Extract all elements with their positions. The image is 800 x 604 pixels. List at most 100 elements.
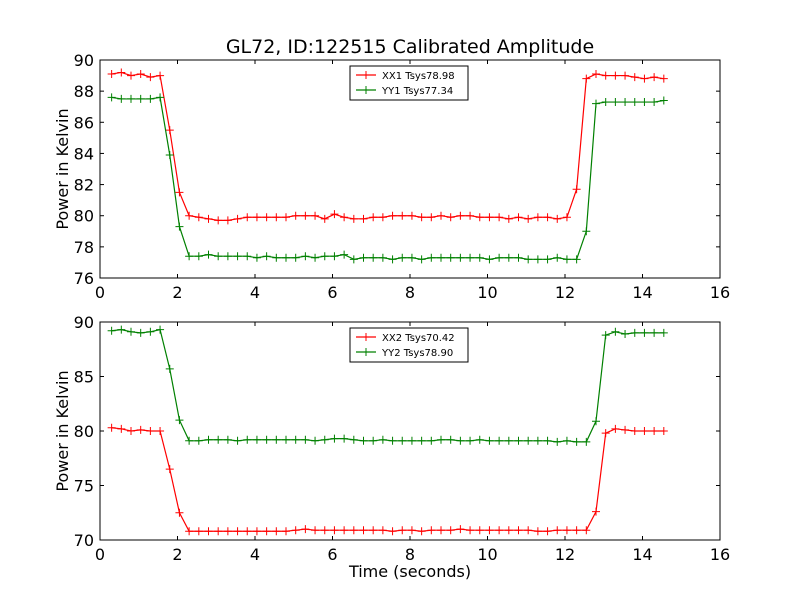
data-point-marker xyxy=(553,437,562,446)
data-point-marker xyxy=(117,68,126,77)
data-point-marker xyxy=(369,436,378,445)
data-point-marker xyxy=(446,253,455,262)
data-point-marker xyxy=(223,216,232,225)
series-line xyxy=(111,96,664,260)
data-point-marker xyxy=(291,526,300,535)
x-tick-label: 0 xyxy=(95,283,105,302)
data-point-marker xyxy=(185,436,194,445)
y-tick-label: 78 xyxy=(74,238,94,257)
y-tick-label: 70 xyxy=(74,531,94,550)
data-point-marker xyxy=(475,253,484,262)
data-point-marker xyxy=(340,434,349,443)
data-point-marker xyxy=(272,253,281,262)
data-point-marker xyxy=(407,526,416,535)
legend-label: XX2 Tsys70.42 xyxy=(382,333,455,344)
data-point-marker xyxy=(514,253,523,262)
data-point-marker xyxy=(378,213,387,222)
data-point-marker xyxy=(524,255,533,264)
data-point-marker xyxy=(165,364,174,373)
data-point-marker xyxy=(417,527,426,536)
bottom-plot-panel: 0 2 4 6 8 10 12 14 16 70 75 80 85 90 Power in Kelvin XX… xyxy=(53,313,730,564)
data-point-marker xyxy=(252,213,261,222)
data-point-marker xyxy=(282,435,290,444)
data-point-marker xyxy=(427,213,436,222)
data-point-marker xyxy=(291,253,300,262)
data-point-marker xyxy=(592,417,600,426)
data-point-marker xyxy=(417,436,426,445)
data-point-marker xyxy=(427,436,436,445)
data-point-marker xyxy=(291,211,300,220)
y-axis-label: Power in Kelvin xyxy=(53,370,72,491)
legend-marker xyxy=(362,86,370,94)
data-point-marker xyxy=(659,96,668,105)
data-point-marker xyxy=(204,435,213,444)
data-point-marker xyxy=(301,211,310,220)
series-line xyxy=(111,71,664,221)
x-tick-label: 10 xyxy=(477,283,497,302)
data-point-marker xyxy=(127,94,135,103)
data-point-marker xyxy=(495,526,504,535)
legend-box xyxy=(349,65,469,101)
data-point-marker xyxy=(214,216,223,225)
data-point-marker xyxy=(165,126,174,135)
data-point-marker xyxy=(466,211,475,220)
data-point-marker xyxy=(407,211,416,220)
y-tick-label: 85 xyxy=(74,368,94,387)
y-tick-label: 90 xyxy=(74,51,94,70)
data-point-marker xyxy=(262,435,271,444)
x-tick-label: 16 xyxy=(710,283,730,302)
data-point-marker xyxy=(611,71,620,80)
data-point-marker xyxy=(621,329,630,338)
x-tick-label: 0 xyxy=(95,545,105,564)
data-point-marker xyxy=(504,214,513,223)
data-point-marker xyxy=(640,328,649,337)
data-point-marker xyxy=(388,527,397,536)
data-point-marker xyxy=(630,98,639,107)
data-point-marker xyxy=(369,213,378,222)
data-point-marker xyxy=(146,427,155,435)
data-point-marker xyxy=(349,526,358,535)
data-point-marker xyxy=(504,436,513,445)
data-point-marker xyxy=(524,214,533,223)
data-point-marker xyxy=(485,255,494,264)
data-point-marker xyxy=(340,526,349,535)
legend-marker xyxy=(362,333,370,341)
legend-label: YY1 Tsys77.34 xyxy=(381,86,453,97)
data-point-marker xyxy=(117,325,126,334)
data-point-marker xyxy=(156,93,165,102)
y-tick-label: 84 xyxy=(74,144,94,163)
data-point-marker xyxy=(311,211,320,220)
data-point-marker xyxy=(640,74,649,83)
data-point-marker xyxy=(223,252,232,261)
data-point-marker xyxy=(582,437,591,446)
legend-label: YY2 Tsys78.90 xyxy=(381,348,453,359)
data-point-marker xyxy=(533,436,542,445)
legend-label: XX1 Tsys78.98 xyxy=(382,71,455,82)
legend-box xyxy=(349,327,469,363)
data-point-marker xyxy=(378,526,387,535)
data-point-marker xyxy=(533,527,542,536)
x-tick-label: 10 xyxy=(477,545,497,564)
data-point-marker xyxy=(359,214,368,223)
data-point-marker xyxy=(233,527,242,536)
data-point-marker xyxy=(640,427,649,435)
data-point-marker xyxy=(369,253,378,262)
data-point-marker xyxy=(136,328,145,337)
y-tick-label: 88 xyxy=(74,82,94,101)
y-axis-label: Power in Kelvin xyxy=(53,108,72,229)
data-point-marker xyxy=(398,253,407,262)
data-point-marker xyxy=(533,213,542,222)
y-tick-label: 82 xyxy=(74,176,94,195)
data-point-marker xyxy=(466,436,475,445)
data-point-marker xyxy=(359,436,368,445)
data-point-marker xyxy=(243,213,252,222)
data-point-marker xyxy=(369,526,378,535)
data-point-marker xyxy=(311,253,320,262)
data-point-marker xyxy=(320,214,329,223)
data-point-marker xyxy=(601,71,610,80)
data-point-marker xyxy=(437,211,445,220)
y-tick-label: 76 xyxy=(74,269,94,288)
x-tick-label: 2 xyxy=(172,283,182,302)
data-point-marker xyxy=(156,71,165,80)
